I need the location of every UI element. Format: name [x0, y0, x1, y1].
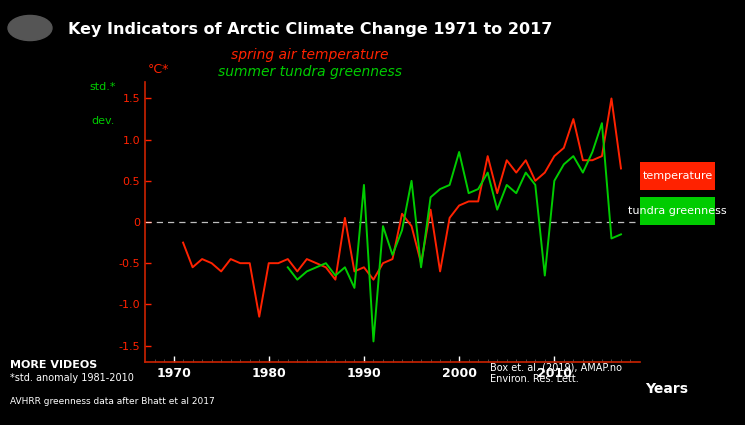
Text: Years: Years [645, 382, 688, 396]
Text: Key Indicators of Arctic Climate Change 1971 to 2017: Key Indicators of Arctic Climate Change … [68, 22, 552, 37]
Text: AVHRR greenness data after Bhatt et al 2017: AVHRR greenness data after Bhatt et al 2… [10, 397, 215, 406]
Text: tundra greenness: tundra greenness [628, 206, 727, 216]
Text: spring air temperature: spring air temperature [231, 48, 389, 62]
Text: dev.: dev. [91, 116, 115, 126]
Text: °C*: °C* [148, 63, 169, 76]
Text: *std. anomaly 1981-2010: *std. anomaly 1981-2010 [10, 373, 134, 383]
Text: Box et. al. (2019), AMAP.no
Environ. Res. Lett.: Box et. al. (2019), AMAP.no Environ. Res… [490, 362, 622, 384]
Text: MORE VIDEOS: MORE VIDEOS [10, 360, 98, 370]
Text: std.*: std.* [89, 82, 116, 92]
Text: temperature: temperature [642, 171, 713, 181]
Text: summer tundra greenness: summer tundra greenness [218, 65, 402, 79]
